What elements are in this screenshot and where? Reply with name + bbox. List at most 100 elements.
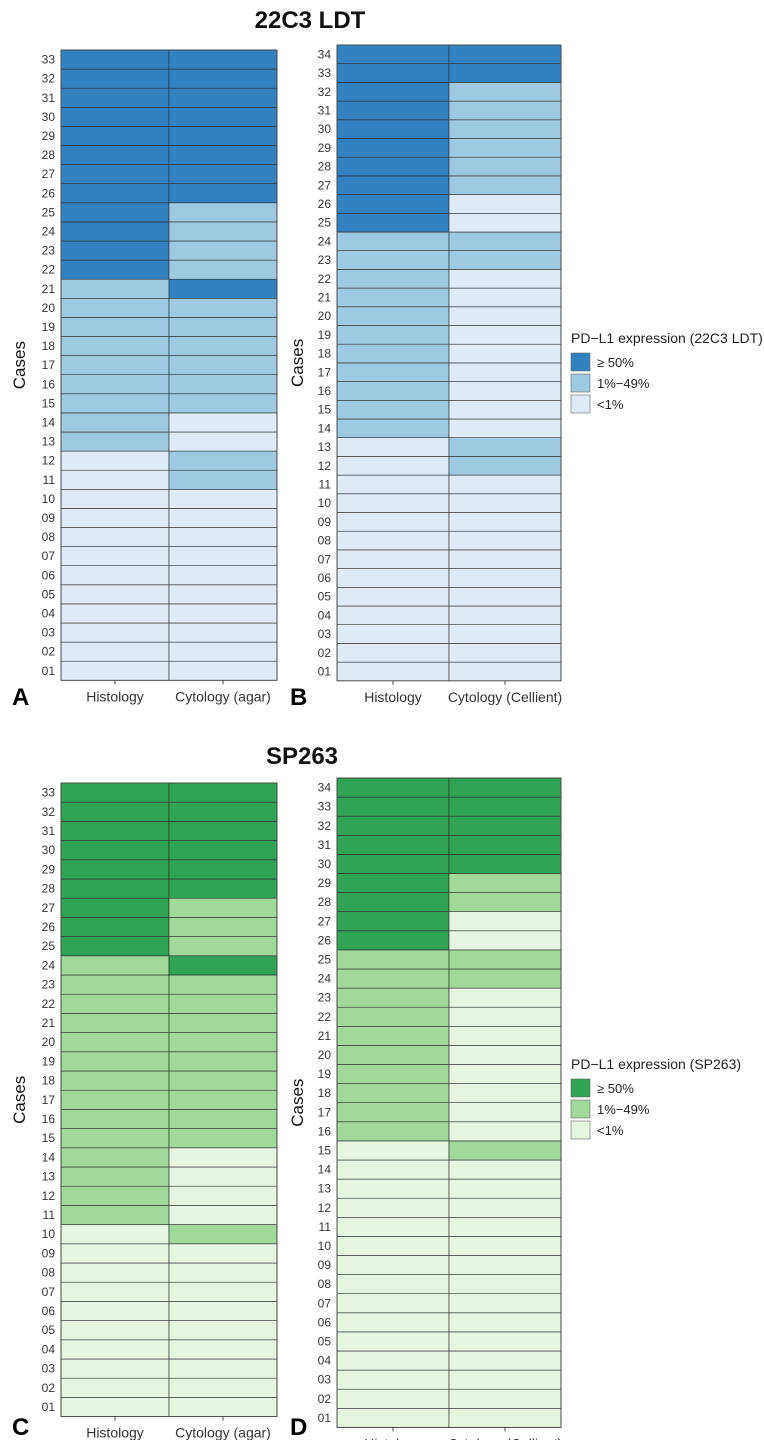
heatmap-cell xyxy=(168,107,278,127)
y-tick-label: 26 xyxy=(318,933,332,947)
heatmap-cell xyxy=(336,418,450,439)
heatmap-cell xyxy=(448,250,562,270)
heatmap-cell xyxy=(448,1236,562,1256)
y-tick-label: 28 xyxy=(318,160,332,174)
heatmap-cell xyxy=(168,508,278,528)
legend-22c3: PD−L1 expression (22C3 LDT) ≥ 50% 1%−49%… xyxy=(570,330,763,414)
y-tick-label: 16 xyxy=(318,1124,332,1138)
heatmap-cell xyxy=(168,1243,278,1264)
y-tick-label: 03 xyxy=(42,1362,56,1376)
heatmap-cell xyxy=(168,259,278,280)
y-tick-label: 16 xyxy=(42,1112,56,1126)
heatmap-cell xyxy=(168,1339,278,1360)
heatmap-cell xyxy=(448,1178,562,1199)
heatmap-panel-d: 01 02 03 04 05 06 07 08 09 10 11 12 13 14 15 16 17 18 19 20… xyxy=(288,777,562,1440)
heatmap-cell xyxy=(448,418,562,439)
y-tick-label: 20 xyxy=(42,301,56,315)
heatmap-cell xyxy=(60,164,170,185)
heatmap-cell xyxy=(60,840,170,861)
y-tick-label: 28 xyxy=(42,882,56,896)
heatmap-cell xyxy=(168,1281,278,1302)
heatmap-cell xyxy=(448,530,562,551)
heatmap-cell xyxy=(336,399,450,420)
heatmap-cell xyxy=(60,412,170,433)
heatmap-cell xyxy=(336,44,450,65)
y-tick-label: 05 xyxy=(42,587,56,601)
heatmap-cell xyxy=(60,278,170,299)
y-tick-label: 08 xyxy=(42,530,56,544)
legend-swatch-22c3-low xyxy=(570,394,591,414)
heatmap-cell xyxy=(336,624,450,644)
heatmap-cell xyxy=(336,1408,450,1428)
y-tick-label: 34 xyxy=(318,47,332,61)
y-tick-label: 26 xyxy=(42,920,56,934)
heatmap-cell xyxy=(336,493,450,513)
heatmap-cell xyxy=(336,1006,450,1027)
heatmap-cell xyxy=(168,355,278,376)
heatmap-cell xyxy=(336,968,450,989)
y-tick-label: 01 xyxy=(318,1411,332,1425)
y-tick-label: 10 xyxy=(318,496,332,510)
heatmap-cell xyxy=(168,1185,278,1206)
legend-label-sp263-mid: 1%−49% xyxy=(597,1102,650,1117)
heatmap-cell xyxy=(448,930,562,951)
heatmap-cell xyxy=(448,343,562,364)
heatmap-cell xyxy=(336,1388,450,1409)
heatmap-cell xyxy=(60,183,170,204)
heatmap-cell xyxy=(60,1224,170,1245)
heatmap-cell xyxy=(448,834,562,855)
heatmap-cell xyxy=(336,1369,450,1390)
heatmap-cell xyxy=(60,1070,170,1091)
x-tick-label: Cytology (agar) xyxy=(175,1425,271,1440)
heatmap-cell xyxy=(60,955,170,976)
y-tick-label: 24 xyxy=(42,958,56,972)
heatmap-cell xyxy=(168,488,278,509)
legend-label-22c3-mid: 1%−49% xyxy=(597,376,650,391)
y-tick-label: 24 xyxy=(318,234,332,248)
heatmap-cell xyxy=(336,777,450,798)
legend-swatch-22c3-mid xyxy=(570,373,591,393)
y-tick-label: 12 xyxy=(318,1201,332,1215)
heatmap-cell xyxy=(60,1166,170,1187)
heatmap-cell xyxy=(168,336,278,356)
heatmap-cell xyxy=(336,643,450,663)
heatmap-cell xyxy=(448,854,562,874)
heatmap-cell xyxy=(336,437,450,457)
heatmap-cell xyxy=(336,82,450,102)
heatmap-cell xyxy=(60,374,170,395)
heatmap-cell xyxy=(336,1121,450,1142)
y-tick-label: 04 xyxy=(42,1342,56,1356)
heatmap-cell xyxy=(168,1320,278,1341)
heatmap-cell xyxy=(60,1051,170,1072)
heatmap-cell xyxy=(168,1301,278,1321)
legend-title-sp263: PD−L1 expression (SP263) xyxy=(571,1056,741,1072)
y-tick-label: 18 xyxy=(318,347,332,361)
heatmap-cell xyxy=(60,1243,170,1264)
heatmap-cell xyxy=(168,164,278,185)
y-tick-label: 07 xyxy=(318,1296,332,1310)
heatmap-cell xyxy=(336,834,450,855)
y-tick-label: 22 xyxy=(318,1010,332,1024)
heatmap-cell xyxy=(336,911,450,932)
y-tick-label: 06 xyxy=(318,1315,332,1329)
y-tick-label: 15 xyxy=(42,1131,56,1145)
heatmap-panel-b: 01 02 03 04 05 06 07 08 09 10 11 12 13 14 15 16 17 18 19 20… xyxy=(288,44,562,711)
heatmap-cell xyxy=(336,1159,450,1180)
heatmap-cell xyxy=(168,1397,278,1417)
heatmap-cell xyxy=(336,381,450,401)
y-tick-label: 14 xyxy=(318,1163,332,1177)
y-tick-label: 06 xyxy=(318,571,332,585)
y-tick-label: 32 xyxy=(42,72,56,86)
heatmap-cell xyxy=(448,892,562,912)
y-tick-label: 07 xyxy=(42,549,56,563)
legend-swatch-sp263-mid xyxy=(570,1099,591,1119)
heatmap-cell xyxy=(336,250,450,270)
heatmap-cell xyxy=(168,917,278,937)
y-tick-label: 30 xyxy=(42,110,56,124)
heatmap-cell xyxy=(336,231,450,252)
heatmap-cell xyxy=(448,777,562,798)
heatmap-cell xyxy=(336,1312,450,1333)
heatmap-cell xyxy=(60,68,170,89)
y-tick-label: 29 xyxy=(42,129,56,143)
heatmap-cell xyxy=(336,930,450,951)
